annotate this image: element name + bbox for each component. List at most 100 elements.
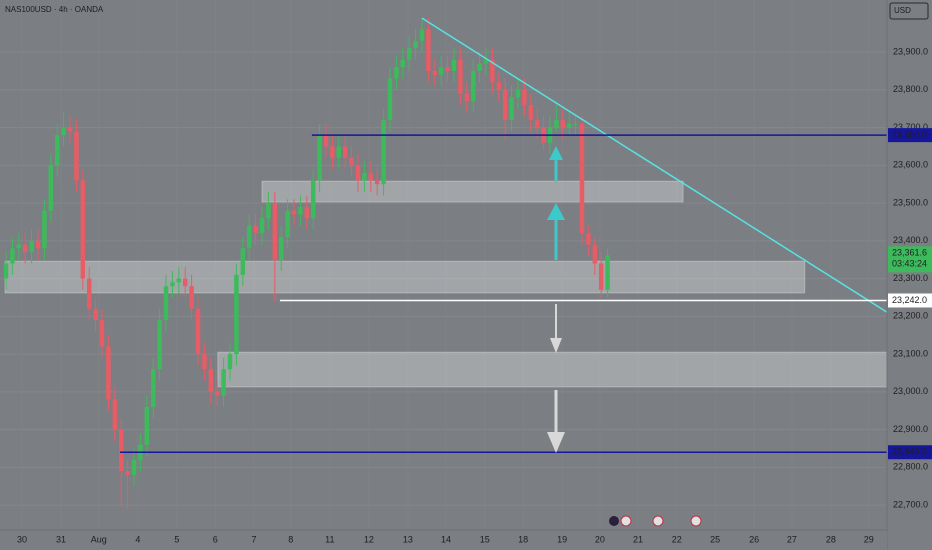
event-icon[interactable] bbox=[690, 515, 702, 527]
candle-body bbox=[400, 59, 406, 68]
candle-body bbox=[406, 48, 412, 60]
candle-body bbox=[189, 286, 194, 309]
candle-body bbox=[394, 67, 399, 79]
currency: USD bbox=[894, 6, 911, 15]
event-icon[interactable] bbox=[609, 516, 619, 526]
candle-body bbox=[214, 391, 220, 396]
x-tick-label: 12 bbox=[364, 534, 374, 544]
candle-body bbox=[86, 278, 92, 309]
candle-body bbox=[112, 399, 118, 430]
candle-body bbox=[61, 127, 66, 136]
candle-body bbox=[438, 67, 444, 75]
y-tick-label: 23,500.0 bbox=[893, 197, 928, 207]
candle-body bbox=[336, 146, 342, 158]
zone bbox=[217, 351, 888, 388]
candle-body bbox=[355, 165, 361, 181]
candle-body bbox=[227, 354, 233, 370]
candle-body bbox=[323, 135, 329, 147]
candle-body bbox=[554, 120, 559, 128]
y-tick-label: 23,900.0 bbox=[893, 46, 928, 56]
down-arrow-head bbox=[550, 338, 562, 353]
candle-body bbox=[253, 225, 258, 234]
y-tick-label: 23,600.0 bbox=[893, 160, 928, 170]
candle-body bbox=[573, 123, 578, 125]
candle-body bbox=[42, 210, 47, 249]
x-tick-label: 13 bbox=[403, 534, 413, 544]
y-tick-label: 22,700.0 bbox=[893, 499, 928, 509]
x-tick-label: 19 bbox=[557, 534, 567, 544]
x-tick-label: 4 bbox=[135, 534, 140, 544]
candle-body bbox=[426, 29, 431, 71]
candle-body bbox=[515, 89, 521, 98]
x-tick-label: 11 bbox=[325, 534, 334, 544]
candle-body bbox=[278, 237, 284, 260]
last-price: 23,361.6 bbox=[892, 248, 927, 258]
level-label: 23,242.0 bbox=[892, 295, 927, 305]
candle-body bbox=[566, 123, 572, 128]
y-tick-label: 22,900.0 bbox=[893, 424, 928, 434]
y-tick-label: 23,800.0 bbox=[893, 84, 928, 94]
candle-body bbox=[598, 263, 604, 290]
candle-body bbox=[221, 369, 226, 396]
y-tick-label: 23,300.0 bbox=[893, 273, 928, 283]
candle-body bbox=[432, 70, 438, 75]
candle-body bbox=[490, 59, 495, 83]
candle-body bbox=[22, 244, 28, 253]
event-icon[interactable] bbox=[652, 515, 664, 527]
countdown: 03:43:24 bbox=[892, 259, 927, 269]
candle-body bbox=[374, 180, 380, 185]
candle-body bbox=[298, 206, 303, 215]
zone bbox=[4, 260, 806, 294]
candle-body bbox=[80, 180, 86, 279]
x-tick-label: 22 bbox=[672, 534, 682, 544]
candle-body bbox=[240, 248, 246, 275]
y-tick-label: 23,200.0 bbox=[893, 311, 928, 321]
candle-body bbox=[528, 104, 534, 121]
candle-body bbox=[560, 120, 566, 128]
level-label-box bbox=[888, 293, 932, 308]
candle-body bbox=[272, 203, 278, 260]
candle-body bbox=[458, 59, 463, 94]
candle-body bbox=[445, 67, 450, 71]
chart-title: NAS100USD · 4h · OANDA bbox=[5, 5, 104, 14]
candle-body bbox=[106, 346, 111, 400]
candle-body bbox=[16, 244, 22, 249]
y-tick-label: 23,000.0 bbox=[893, 386, 928, 396]
candle-body bbox=[592, 244, 598, 264]
candle-body bbox=[150, 369, 156, 407]
candle-body bbox=[48, 165, 54, 211]
candle-body bbox=[3, 263, 9, 279]
x-tick-label: 20 bbox=[595, 534, 605, 544]
candle-body bbox=[419, 29, 425, 41]
currency-box[interactable] bbox=[889, 2, 929, 20]
candle-body bbox=[470, 70, 476, 102]
candle-body bbox=[163, 286, 169, 321]
axes: 22,700.0 22,800.0 22,900.0 23,000.0 23,100.0… bbox=[17, 46, 932, 544]
x-tick-label: 27 bbox=[787, 534, 797, 544]
plot bbox=[3, 17, 888, 509]
x-tick-label: 7 bbox=[251, 534, 256, 544]
candle-body bbox=[131, 459, 137, 475]
candle-body bbox=[310, 180, 316, 219]
candle-body bbox=[605, 255, 610, 290]
x-tick-label: 6 bbox=[213, 534, 218, 544]
candle-body bbox=[144, 406, 150, 445]
candle-body bbox=[246, 225, 252, 249]
candle-body bbox=[118, 429, 124, 472]
candle-body bbox=[157, 320, 162, 370]
x-tick-label: 5 bbox=[174, 534, 179, 544]
candle-body bbox=[259, 218, 265, 234]
x-tick-label: 25 bbox=[710, 534, 720, 544]
candle-body bbox=[451, 59, 457, 71]
candle-body bbox=[29, 240, 34, 253]
candle-body bbox=[522, 89, 527, 105]
event-icon[interactable] bbox=[620, 515, 632, 527]
x-tick-label: 28 bbox=[826, 534, 836, 544]
arrows bbox=[547, 146, 565, 453]
candle-body bbox=[208, 369, 214, 392]
x-tick-label: 14 bbox=[441, 534, 451, 544]
level-label: 22,840.0 bbox=[892, 447, 927, 457]
candle-body bbox=[291, 210, 297, 215]
